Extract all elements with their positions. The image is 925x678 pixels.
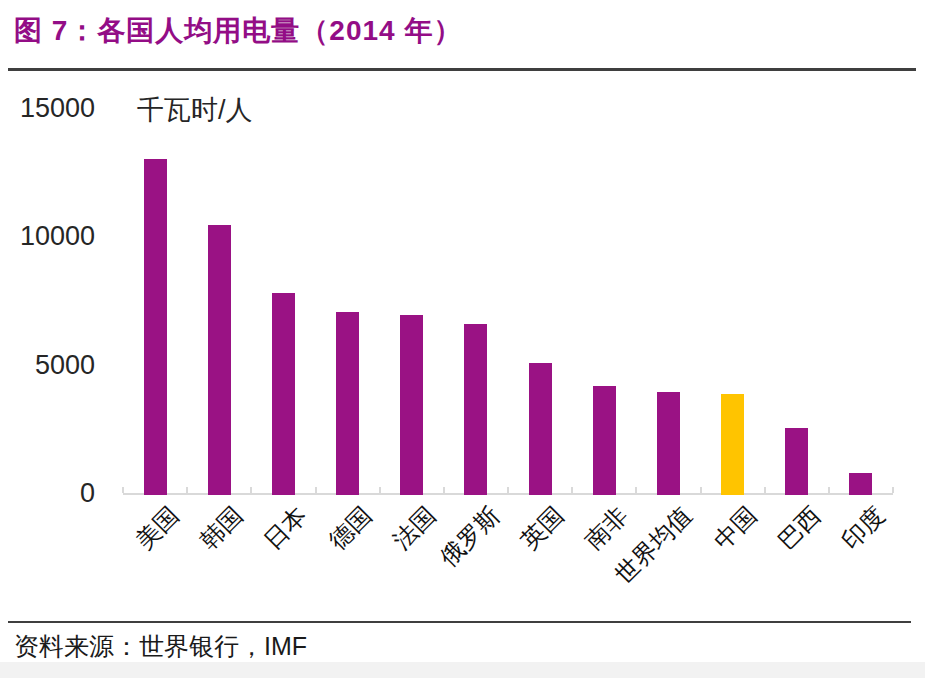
- bottom-strip: [0, 662, 925, 678]
- bar: [208, 225, 231, 495]
- y-tick-label: 0: [0, 477, 95, 509]
- x-category-label: 南非: [580, 502, 632, 554]
- x-axis-tick: [315, 487, 317, 493]
- y-tick-label: 10000: [0, 220, 95, 252]
- bar: [529, 363, 552, 495]
- x-category-label: 中国: [709, 502, 761, 554]
- x-axis-tick: [186, 487, 188, 493]
- x-axis-tick: [892, 487, 894, 493]
- source-text: 资料来源：世界银行，IMF: [14, 630, 307, 663]
- x-axis-tick: [635, 487, 637, 493]
- x-axis-tick: [764, 487, 766, 493]
- x-category-label: 美国: [131, 502, 183, 554]
- x-axis-line: [123, 493, 893, 495]
- x-category-label: 韩国: [195, 502, 247, 554]
- y-tick-label: 15000: [0, 92, 95, 124]
- y-tick-label: 5000: [0, 349, 95, 381]
- x-category-label: 印度: [837, 502, 889, 554]
- x-axis-tick: [443, 487, 445, 493]
- y-axis-unit-label: 千瓦时/人: [137, 92, 253, 128]
- bar: [400, 315, 423, 495]
- bar: [593, 386, 616, 495]
- bar: [721, 394, 744, 495]
- x-category-label: 德国: [324, 502, 376, 554]
- x-axis-tick: [700, 487, 702, 493]
- bar: [144, 159, 167, 495]
- bar: [272, 293, 295, 495]
- x-axis-tick: [507, 487, 509, 493]
- x-category-label: 法国: [388, 502, 440, 554]
- figure-page: 图 7：各国人均用电量（2014 年） 千瓦时/人 05000100001500…: [0, 0, 925, 678]
- x-axis-tick: [379, 487, 381, 493]
- x-category-label: 日本: [259, 502, 311, 554]
- x-category-label: 俄罗斯: [435, 502, 504, 571]
- bar: [657, 392, 680, 495]
- x-axis-tick: [571, 487, 573, 493]
- bar: [336, 312, 359, 495]
- x-axis-tick: [828, 487, 830, 493]
- bar: [464, 324, 487, 495]
- x-category-label: 巴西: [773, 502, 825, 554]
- x-axis-tick: [250, 487, 252, 493]
- bar-chart: 千瓦时/人 050001000015000美国韩国日本德国法国俄罗斯英国南非世界…: [0, 0, 925, 678]
- bar: [785, 428, 808, 495]
- x-category-label: 英国: [516, 502, 568, 554]
- source-divider: [8, 621, 911, 623]
- bar: [849, 473, 872, 495]
- x-axis-tick: [122, 487, 124, 493]
